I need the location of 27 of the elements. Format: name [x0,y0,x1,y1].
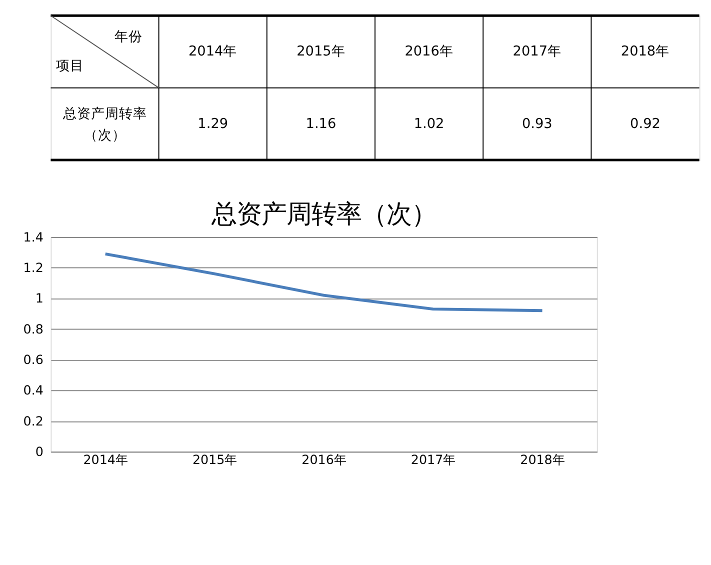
y-tick-label: 0 [35,444,44,460]
x-tick-label: 2018年 [620,44,670,60]
x-tick-label: 2016年 [302,452,347,467]
data-label: 1.29 [198,116,228,132]
x-tick-label: 2016年 [404,44,454,60]
y-tick-label: 0.6 [23,352,44,368]
data-label: 1.16 [306,116,336,132]
y-axis-title: 项目 [56,58,84,74]
x-tick-label: 2014年 [83,452,128,467]
x-tick-label: 2014年 [188,44,238,60]
y-tick-label: 0.4 [23,382,44,398]
data-label: 1.02 [414,116,444,132]
x-tick-label: 2017年 [410,452,456,467]
x-tick-label: 2017年 [512,44,562,60]
chart-title: 总资产周转率（次） [210,198,436,228]
x-tick-label: 2015年 [192,452,238,467]
data-label: 0.92 [630,116,660,132]
y-tick-label: 0.8 [23,321,44,336]
y-tick-label: 1.2 [23,260,44,276]
x-tick-label: 2015年 [296,44,346,60]
y-tick-label: 1.4 [23,229,44,244]
y-tick-label: 0.2 [23,413,44,428]
x-tick-label: 2018年 [520,452,566,467]
y-tick-label: 1 [35,290,44,306]
x-axis-title: 年份 [114,29,143,46]
line-series [104,252,544,312]
data-label: 0.93 [522,116,552,132]
